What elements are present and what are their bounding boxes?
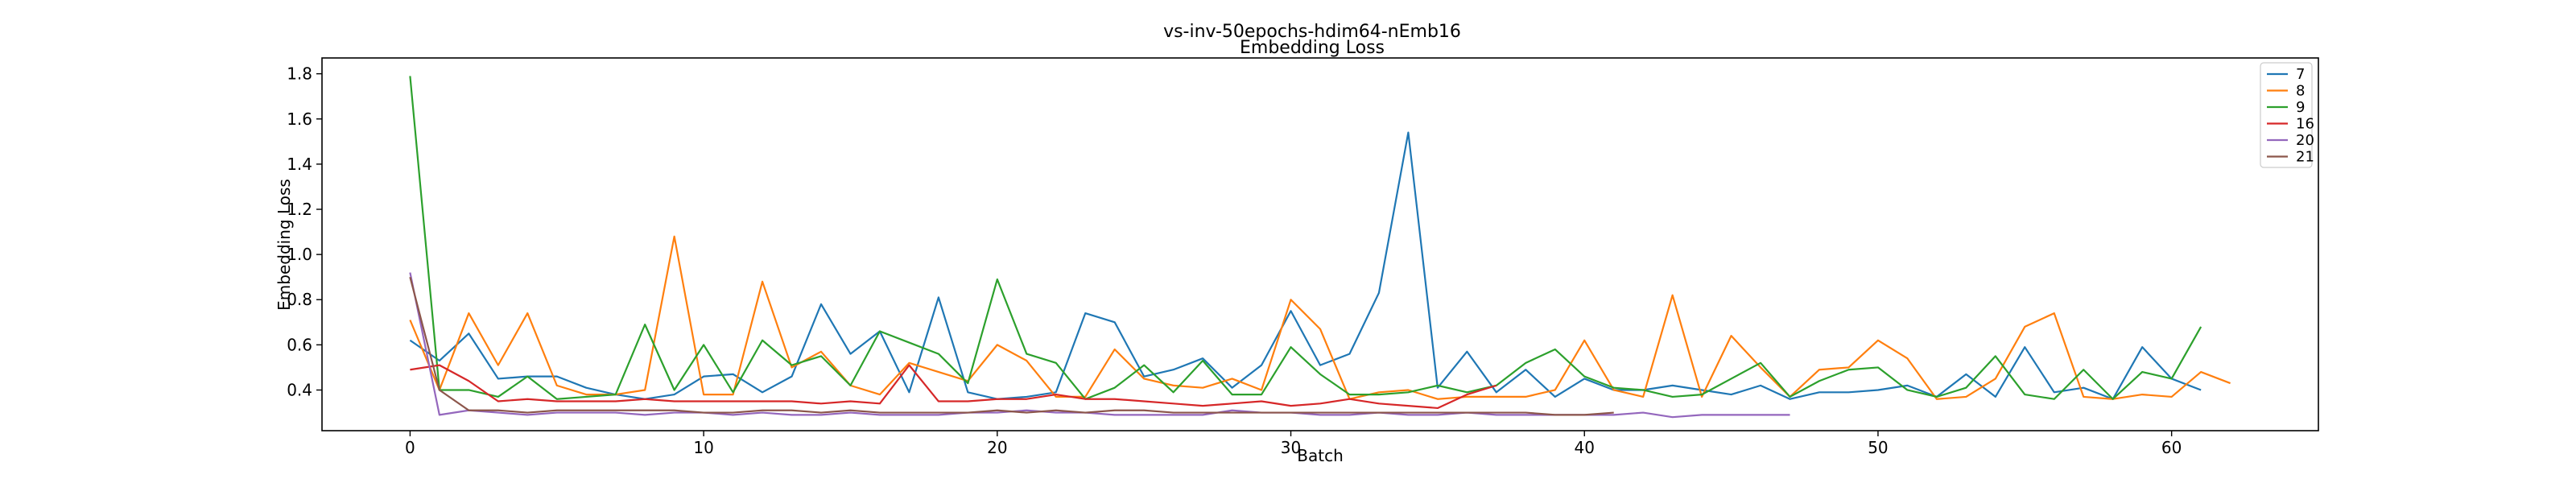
series-line-7 xyxy=(409,131,2202,400)
series-line-8 xyxy=(409,235,2231,400)
legend-label: 9 xyxy=(2296,99,2305,116)
series-line-16 xyxy=(410,364,1497,410)
x-axis-label: Batch xyxy=(1297,446,1344,465)
legend-label: 20 xyxy=(2296,132,2314,149)
series-layer xyxy=(409,76,2231,419)
legend-box xyxy=(2260,62,2313,168)
y-tick-label: 0.4 xyxy=(287,380,312,399)
legend-label: 21 xyxy=(2296,149,2314,166)
y-tick-label: 1.2 xyxy=(287,200,312,219)
y-tick-label: 1.4 xyxy=(287,155,312,174)
x-axis: 0 10 20 30 40 50 60 xyxy=(405,431,2182,457)
legend-label: 7 xyxy=(2296,66,2305,83)
chart-title: vs-inv-50epochs-hdim64-nEmb16 xyxy=(1163,22,1461,42)
y-tick-label: 1.6 xyxy=(287,109,312,129)
y-axis: 0.4 0.6 0.8 1.0 1.2 1.4 1.6 1.8 xyxy=(287,64,322,399)
series-line-9 xyxy=(409,76,2202,400)
y-tick-label: 0.8 xyxy=(287,290,312,309)
y-tick-label: 1.0 xyxy=(287,245,312,264)
x-tick-label: 30 xyxy=(1281,438,1301,457)
series-line-21 xyxy=(409,276,1614,416)
x-tick-label: 20 xyxy=(987,438,1007,457)
legend-label: 8 xyxy=(2296,83,2305,100)
y-tick-label: 1.8 xyxy=(287,64,312,84)
plot-frame xyxy=(321,57,2319,431)
x-tick-label: 0 xyxy=(405,438,415,457)
x-tick-label: 60 xyxy=(2161,438,2182,457)
legend-label: 16 xyxy=(2296,116,2314,133)
x-tick-label: 10 xyxy=(693,438,713,457)
x-tick-label: 40 xyxy=(1575,438,1595,457)
y-tick-label: 0.6 xyxy=(287,335,312,354)
chart-subtitle: Embedding Loss xyxy=(1240,38,1385,58)
x-tick-label: 50 xyxy=(1868,438,1888,457)
y-axis-label: Embedding Loss xyxy=(275,179,294,311)
